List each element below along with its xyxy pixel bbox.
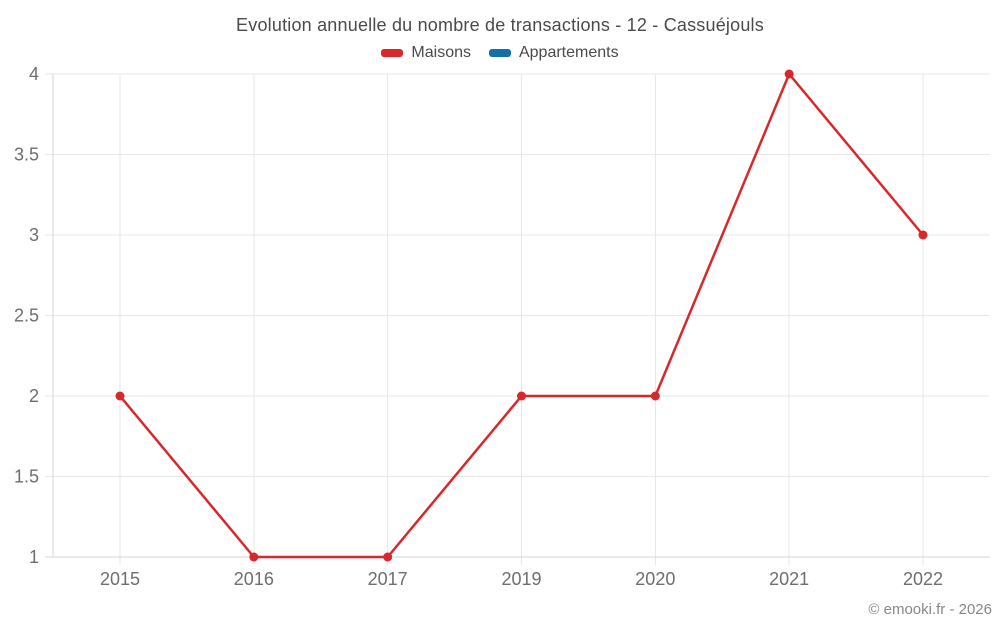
y-tick-label: 3 [29,225,39,245]
y-tick-label: 2 [29,386,39,406]
data-point-maisons-2019[interactable] [517,391,526,401]
x-tick-label: 2015 [100,569,140,589]
y-tick-label: 1.5 [14,467,39,487]
legend-label-appartements: Appartements [518,44,619,61]
data-point-maisons-2022[interactable] [918,230,928,240]
chart-title: Evolution annuelle du nombre de transact… [236,15,764,35]
x-tick-label: 2016 [234,569,274,589]
y-tick-label: 2.5 [14,306,39,326]
data-point-maisons-2017[interactable] [383,552,393,562]
y-tick-label: 3.5 [14,145,39,165]
data-point-maisons-2021[interactable] [784,69,794,79]
x-tick-label: 2021 [769,569,809,589]
legend: Maisons Appartements [0,44,1000,62]
legend-swatch-maisons [381,49,404,57]
legend-item-maisons[interactable]: Maisons [381,44,471,62]
legend-item-appartements[interactable]: Appartements [488,44,619,62]
data-point-maisons-2015[interactable] [115,391,125,401]
legend-swatch-appartements [488,49,511,57]
x-tick-label: 2019 [501,569,541,589]
data-point-maisons-2016[interactable] [249,552,259,562]
legend-label-maisons: Maisons [411,44,471,61]
y-tick-label: 1 [29,547,39,567]
y-tick-label: 4 [29,64,39,84]
x-tick-label: 2017 [368,569,408,589]
copyright-text: © emooki.fr - 2026 [868,601,992,618]
data-point-maisons-2020[interactable] [650,391,660,401]
x-tick-label: 2022 [903,569,943,589]
x-tick-label: 2020 [635,569,675,589]
